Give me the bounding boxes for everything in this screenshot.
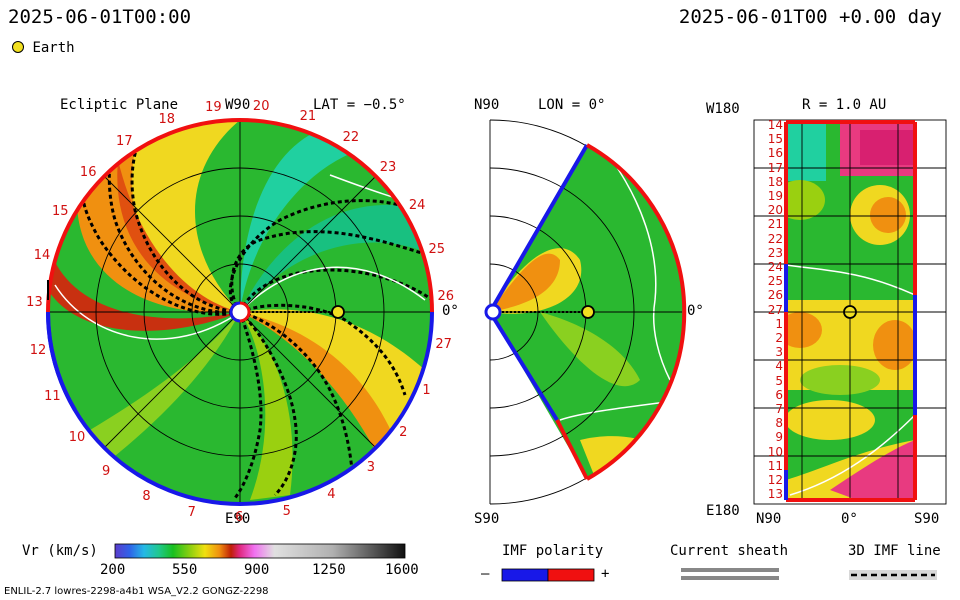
earth-marker-ecliptic	[331, 305, 345, 319]
rotation-number: 16	[79, 165, 97, 181]
rotation-number: 4	[327, 486, 336, 502]
rotation-number: 26	[437, 288, 454, 304]
rotation-number: 19	[205, 99, 222, 115]
rotation-number: 8	[142, 489, 151, 505]
rotation-number: 23	[379, 160, 397, 176]
radial-row-label: 18	[767, 174, 783, 189]
radial-row-label: 27	[767, 302, 783, 317]
meridional-top-label: N90	[474, 97, 500, 113]
radial-row-label: 2	[775, 331, 783, 345]
ecliptic-top-label: W90	[225, 97, 251, 113]
imf-line-label: 3D IMF line	[848, 543, 941, 559]
rotation-number: 1	[422, 382, 431, 398]
ecliptic-lat-label: LAT = −0.5°	[313, 97, 406, 113]
rotation-number: 10	[68, 429, 86, 445]
rotation-number: 2	[399, 424, 408, 440]
colorbar-tick: 900	[244, 562, 270, 578]
imf-positive-swatch	[547, 568, 595, 582]
radial-row-label: 21	[767, 217, 783, 232]
meridional-panel	[484, 119, 687, 505]
radial-row-label: 9	[775, 430, 783, 445]
earth-legend-label: Earth	[32, 40, 75, 56]
rotation-number: 20	[252, 99, 270, 115]
left-timestamp: 2025-06-01T00:00	[8, 6, 192, 28]
radial-row-label: 14	[767, 118, 783, 132]
radial-row-label: 11	[767, 458, 783, 473]
radial-row-label: 3	[775, 345, 783, 360]
radial-row-label: 26	[767, 288, 783, 303]
rotation-number: 12	[29, 342, 47, 358]
imf-polarity-label: IMF polarity	[502, 543, 604, 559]
radial-row-label: 8	[775, 416, 783, 431]
radial-row-label: 24	[767, 260, 783, 274]
radial-x-left: N90	[756, 511, 782, 527]
current-sheath-swatch	[681, 568, 779, 580]
rotation-number: 25	[428, 241, 445, 257]
rotation-number: 21	[299, 109, 317, 125]
rotation-number: 14	[33, 248, 51, 264]
radial-row-label: 1	[775, 316, 783, 331]
current-sheath-label: Current sheath	[670, 543, 789, 559]
ecliptic-title: Ecliptic Plane	[60, 97, 179, 113]
ecliptic-bottom-label: E90	[225, 511, 251, 527]
meridional-lon-label: LON = 0°	[538, 97, 606, 113]
earth-legend: Earth	[12, 40, 75, 56]
rotation-number: 7	[187, 505, 196, 521]
radial-row-label: 20	[767, 203, 783, 218]
rotation-number: 9	[102, 463, 111, 479]
rotation-number: 3	[366, 459, 376, 475]
radial-row-label: 16	[767, 146, 783, 161]
radial-x-mid: 0°	[841, 511, 858, 527]
rotation-number: 13	[26, 295, 43, 311]
radial-row-label: 17	[767, 160, 783, 175]
radial-row-label: 15	[767, 132, 783, 147]
rotation-number: 18	[158, 111, 175, 127]
radial-row-label: 25	[767, 274, 783, 289]
rotation-number: 15	[51, 203, 69, 219]
imf-minus-label: –	[481, 566, 490, 582]
rotation-number: 22	[342, 130, 360, 146]
radial-row-label: 7	[775, 402, 783, 416]
colorbar-tick: 1250	[312, 562, 346, 578]
rotation-number: 11	[44, 388, 61, 404]
radial-panel	[753, 119, 947, 505]
imf-line-swatch	[849, 570, 937, 580]
rotation-number: 6	[235, 509, 244, 525]
footer-run-info: ENLIL-2.7 lowres-2298-a4b1 WSA_V2.2 GONG…	[4, 586, 269, 597]
radial-title: R = 1.0 AU	[802, 97, 887, 113]
radial-row-label: 5	[775, 373, 783, 388]
velocity-colorbar	[114, 543, 406, 559]
radial-row-label: 22	[767, 231, 783, 246]
right-timestamp: 2025-06-01T00 +0.00 day	[678, 6, 942, 28]
meridional-bottom-label: S90	[474, 511, 500, 527]
ecliptic-right-label: 0°	[442, 303, 459, 319]
radial-top-left: W180	[706, 101, 740, 117]
radial-row-label: 6	[775, 387, 783, 402]
imf-negative-swatch	[501, 568, 549, 582]
radial-bottom-left: E180	[706, 503, 740, 519]
colorbar-tick: 1600	[385, 562, 419, 578]
rotation-number: 27	[435, 336, 452, 352]
earth-marker-meridional	[581, 305, 595, 319]
colorbar-tick: 550	[172, 562, 198, 578]
radial-row-label: 4	[775, 359, 783, 374]
radial-row-label: 12	[767, 473, 783, 487]
rotation-number: 17	[116, 133, 133, 149]
radial-row-label: 10	[767, 444, 783, 459]
radial-row-label: 13	[767, 487, 783, 502]
radial-row-label: 19	[767, 189, 783, 203]
rotation-number: 24	[408, 198, 426, 214]
colorbar-tick: 200	[100, 562, 126, 578]
rotation-number: 5	[282, 503, 291, 519]
colorbar-label: Vr (km/s)	[22, 543, 98, 559]
ecliptic-plane-panel	[46, 118, 434, 506]
imf-plus-label: +	[601, 566, 610, 582]
radial-row-label: 23	[767, 245, 783, 260]
radial-x-right: S90	[914, 511, 940, 527]
earth-marker-icon	[12, 41, 24, 53]
meridional-right-label: 0°	[687, 303, 704, 319]
